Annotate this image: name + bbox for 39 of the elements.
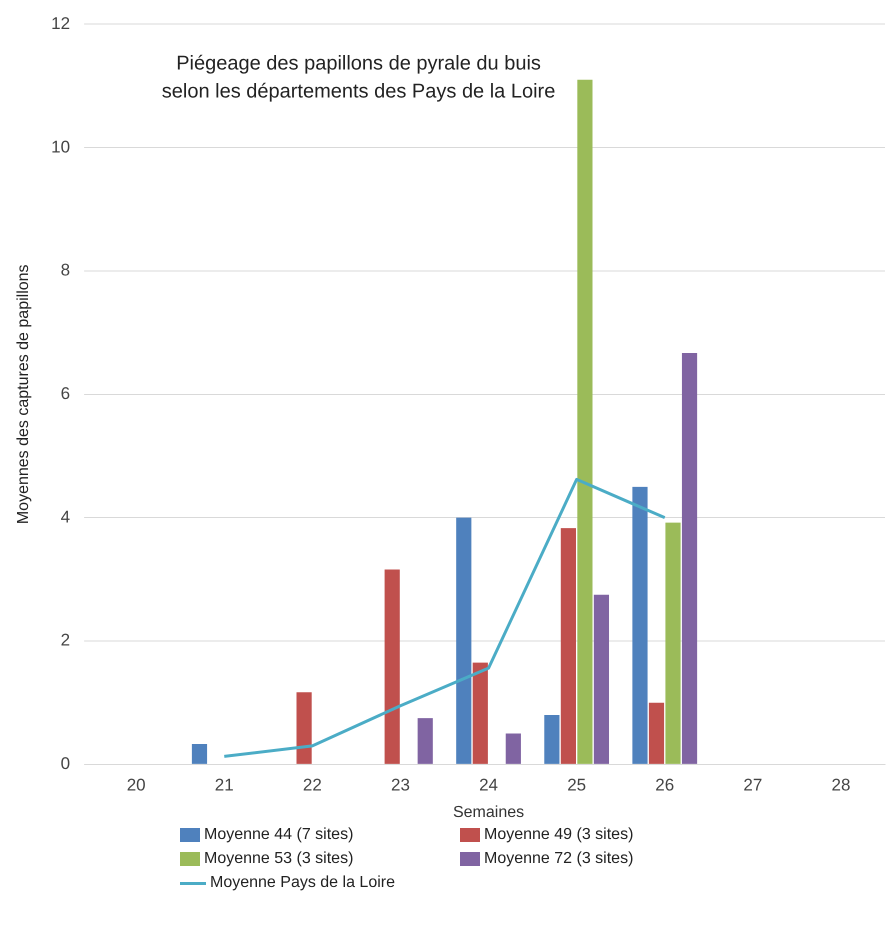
bar: [682, 352, 698, 764]
y-tick-label: 4: [60, 507, 70, 526]
legend-label: Moyenne 49 (3 sites): [484, 826, 634, 844]
x-tick-label: 20: [126, 775, 146, 794]
bar: [472, 662, 488, 764]
bar: [456, 518, 472, 764]
x-axis-title: Semaines: [452, 804, 524, 821]
bar: [418, 718, 433, 764]
legend-label: Moyenne 44 (7 sites): [204, 826, 354, 844]
y-tick-label: 0: [60, 754, 70, 774]
legend-label: Moyenne Pays de la Loire: [210, 874, 395, 892]
y-tick-label: 8: [60, 260, 70, 280]
bar: [632, 486, 648, 764]
x-tick-label: 22: [302, 775, 322, 794]
bar: [648, 702, 664, 764]
y-tick-label: 6: [60, 384, 70, 403]
bar: [594, 594, 610, 764]
bar: [192, 744, 208, 764]
bar: [665, 522, 681, 764]
x-tick-label: 21: [214, 775, 234, 794]
legend-label: Moyenne 72 (3 sites): [484, 850, 634, 868]
bar: [577, 80, 593, 764]
x-tick-label: 27: [743, 775, 762, 794]
x-tick-label: 25: [567, 775, 586, 794]
bar: [506, 734, 521, 764]
legend-label: Moyenne 53 (3 sites): [204, 850, 354, 868]
y-tick-label: 12: [51, 14, 70, 33]
text: Piégeage des papillons de pyrale du buis selon les départements des Pays de la Loire: [162, 52, 556, 103]
x-tick-label: 24: [479, 775, 498, 794]
bar: [544, 715, 560, 764]
x-tick-label: 23: [390, 775, 410, 794]
y-axis-title: Moyennes des captures de papillons: [15, 264, 32, 524]
y-tick-label: 2: [60, 630, 70, 650]
bar: [560, 528, 576, 764]
bar: [384, 569, 400, 764]
bar: [296, 692, 312, 764]
y-tick-label: 10: [51, 137, 70, 156]
x-tick-label: 26: [655, 775, 674, 794]
x-tick-label: 28: [831, 775, 850, 794]
